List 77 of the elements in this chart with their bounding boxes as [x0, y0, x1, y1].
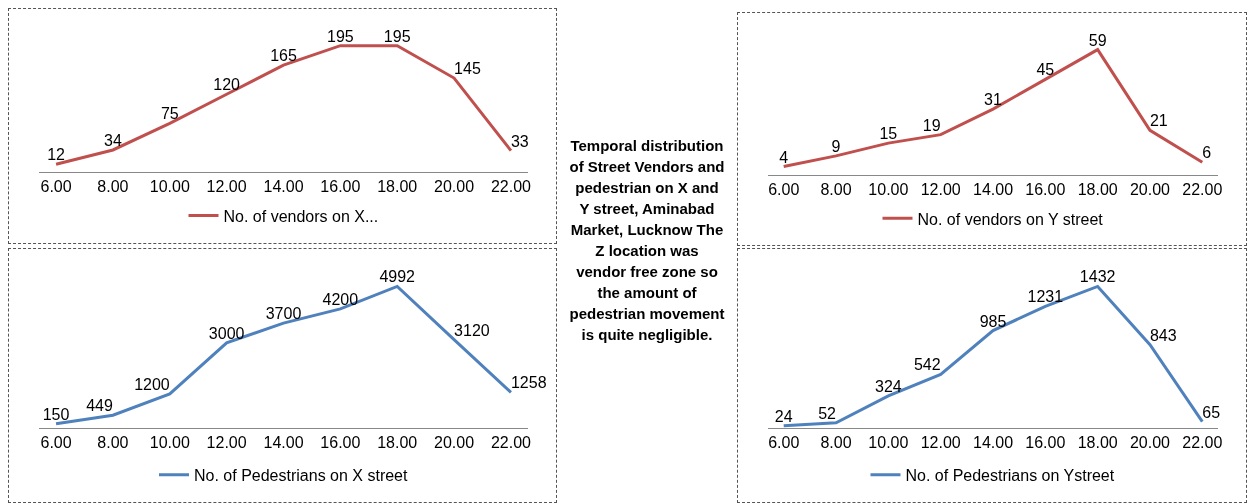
x-tick-label: 10.00 [868, 181, 909, 199]
x-tick-label: 18.00 [1077, 434, 1118, 452]
x-tick-label: 14.00 [972, 181, 1014, 199]
legend-label: No. of vendors on X... [223, 207, 379, 225]
x-tick-label: 10.00 [149, 178, 190, 196]
data-label: 4200 [322, 290, 359, 308]
x-tick-label: 22.00 [1182, 434, 1223, 452]
data-label: 145 [454, 60, 481, 78]
data-label: 9 [831, 137, 841, 155]
x-tick-label: 20.00 [434, 178, 475, 196]
data-label: 52 [818, 404, 837, 422]
data-label: 3700 [265, 305, 302, 323]
data-label: 45 [1036, 61, 1055, 79]
data-label: 985 [979, 312, 1007, 330]
legend-label: No. of Pedestrians on Ystreet [905, 466, 1115, 484]
data-label: 1258 [510, 374, 547, 392]
x-tick-label: 20.00 [1129, 181, 1171, 199]
legend-label: No. of vendors on Y street [917, 210, 1104, 228]
x-tick-label: 12.00 [920, 181, 961, 199]
data-label: 15 [879, 125, 898, 143]
data-label: 31 [984, 91, 1002, 109]
x-tick-label: 6.00 [40, 434, 72, 452]
data-label: 120 [213, 76, 241, 94]
data-label: 195 [327, 27, 354, 45]
data-label: 324 [875, 377, 902, 395]
x-tick-label: 8.00 [97, 434, 129, 452]
x-tick-label: 18.00 [377, 434, 418, 452]
x-tick-label: 22.00 [1182, 181, 1223, 199]
chart-title: Temporal distribution of Street Vendors and pedestrian on X and Y street, Aminabad Market, Lucknow The Z location was vendor free zone so the amount of pedestrian movement is quite negligible. [569, 137, 725, 343]
data-label: 542 [913, 356, 941, 374]
data-label: 1200 [134, 375, 170, 393]
x-tick-label: 8.00 [820, 181, 852, 199]
x-tick-label: 22.00 [490, 178, 532, 196]
data-label: 75 [160, 105, 179, 123]
x-tick-label: 22.00 [490, 434, 532, 452]
x-tick-label: 16.00 [1025, 181, 1066, 199]
data-label: 21 [1149, 112, 1168, 130]
data-label: 12 [47, 146, 66, 164]
x-tick-label: 14.00 [972, 434, 1014, 452]
x-tick-label: 16.00 [320, 434, 361, 452]
data-label: 3000 [208, 324, 245, 342]
x-tick-label: 20.00 [434, 434, 475, 452]
data-label: 150 [42, 405, 70, 423]
x-tick-label: 6.00 [768, 434, 800, 452]
data-label: 3120 [454, 321, 490, 339]
x-tick-label: 6.00 [40, 178, 72, 196]
x-tick-label: 16.00 [320, 178, 361, 196]
data-label: 449 [86, 397, 114, 415]
x-tick-label: 6.00 [768, 181, 800, 199]
x-tick-label: 12.00 [920, 434, 961, 452]
data-label: 34 [104, 131, 122, 149]
x-tick-label: 18.00 [377, 178, 418, 196]
x-tick-label: 20.00 [1129, 434, 1171, 452]
data-label: 33 [510, 132, 529, 150]
data-label: 19 [922, 116, 941, 134]
x-tick-label: 12.00 [206, 434, 247, 452]
x-tick-label: 14.00 [263, 178, 304, 196]
data-label: 1231 [1027, 288, 1064, 306]
data-label: 4992 [379, 268, 416, 286]
data-label: 6 [1202, 144, 1212, 162]
x-tick-label: 8.00 [97, 178, 129, 196]
data-label: 195 [383, 27, 411, 45]
x-tick-label: 18.00 [1077, 181, 1118, 199]
legend-label: No. of Pedestrians on X street [194, 466, 408, 484]
x-tick-label: 10.00 [149, 434, 190, 452]
x-tick-label: 12.00 [206, 178, 247, 196]
data-label: 4 [779, 148, 789, 166]
x-tick-label: 14.00 [263, 434, 304, 452]
data-label: 65 [1202, 403, 1221, 421]
x-tick-label: 8.00 [820, 434, 852, 452]
data-label: 843 [1149, 326, 1177, 344]
x-tick-label: 10.00 [868, 434, 909, 452]
data-label: 1432 [1079, 268, 1116, 286]
data-label: 24 [774, 407, 793, 425]
x-tick-label: 16.00 [1025, 434, 1066, 452]
data-label: 59 [1088, 31, 1107, 49]
data-label: 165 [270, 47, 297, 65]
